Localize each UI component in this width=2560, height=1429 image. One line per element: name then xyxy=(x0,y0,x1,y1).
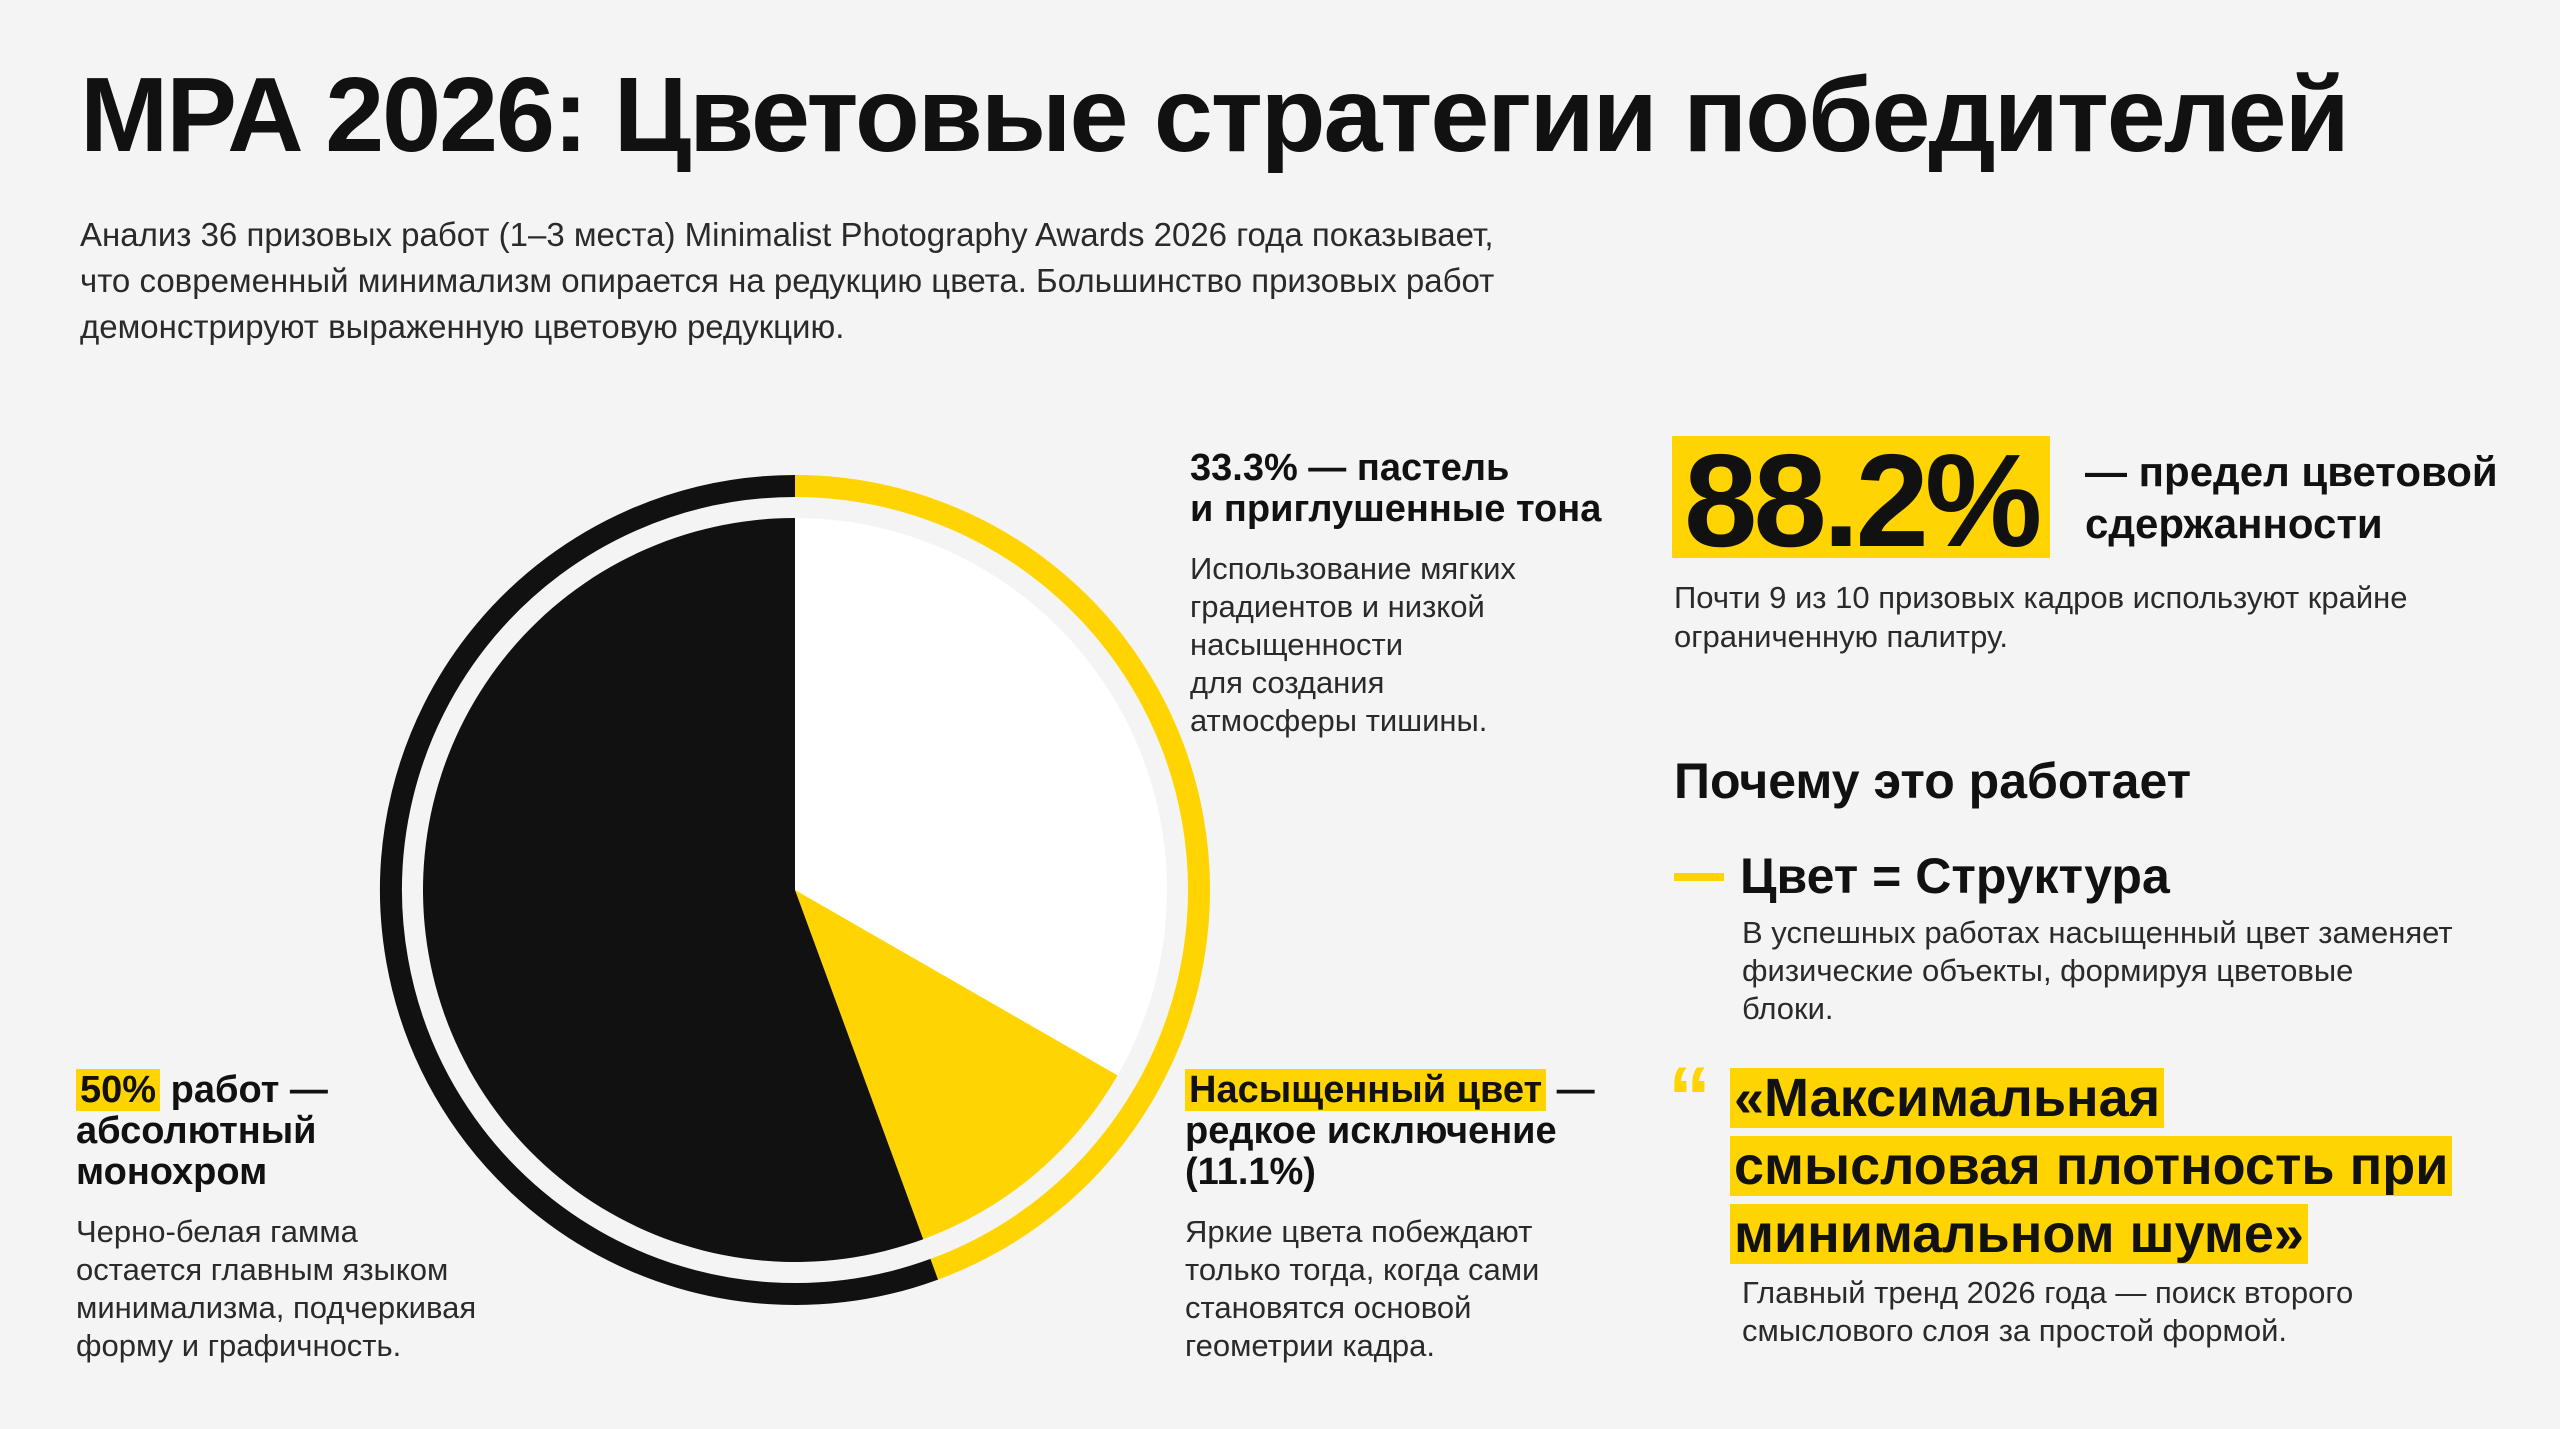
callout-pastel-text: Использование мягких градиентов и низкой… xyxy=(1190,550,1601,740)
callout-pastel: 33.3% — пастель и приглушенные тона Испо… xyxy=(1190,448,1601,740)
stat-caption: — предел цветовой сдержанности xyxy=(2085,446,2498,550)
callout-mono-text-line: форму и графичность. xyxy=(76,1328,402,1363)
pie-chart xyxy=(380,475,1210,1305)
callout-mono-heading-line: абсолютный xyxy=(76,1110,317,1152)
quote-mark-icon: “ xyxy=(1668,1050,1711,1146)
callout-saturated-text: Яркие цвета побеждают только тогда, когд… xyxy=(1185,1213,1595,1365)
callout-saturated-highlight: Насыщенный цвет xyxy=(1185,1069,1547,1111)
callout-saturated-heading-line: редкое исключение xyxy=(1185,1110,1557,1152)
accent-dash xyxy=(1674,873,1724,881)
quote-line: смысловая плотность при xyxy=(1730,1136,2453,1196)
callout-pastel-text-line: градиентов и низкой xyxy=(1190,589,1485,624)
callout-mono-text-line: Черно-белая гамма xyxy=(76,1214,358,1249)
callout-pastel-text-line: насыщенности xyxy=(1190,627,1404,662)
callout-saturated: Насыщенный цвет — редкое исключение (11.… xyxy=(1185,1069,1595,1365)
intro-line: что современный минимализм опирается на … xyxy=(80,262,1495,299)
callout-mono-heading-line: монохром xyxy=(76,1151,268,1193)
quote-line: «Максимальная xyxy=(1730,1068,2165,1128)
quote-text: «Максимальная смысловая плотность при ми… xyxy=(1730,1064,2453,1268)
callout-mono-text-line: минимализма, подчеркивая xyxy=(76,1290,477,1325)
quote-note-line: Главный тренд 2026 года — поиск второго xyxy=(1742,1275,2354,1310)
callout-pastel-text-line: для создания xyxy=(1190,665,1385,700)
why-heading: Почему это работает xyxy=(1674,753,2192,809)
quote-note: Главный тренд 2026 года — поиск второго … xyxy=(1742,1274,2353,1350)
callout-saturated-text-line: Яркие цвета побеждают xyxy=(1185,1214,1533,1249)
callout-mono: 50% работ — абсолютный монохром Черно-бе… xyxy=(76,1069,476,1365)
why-text: В успешных работах насыщенный цвет замен… xyxy=(1742,914,2453,1028)
callout-saturated-text-line: геометрии кадра. xyxy=(1185,1328,1435,1363)
quote-note-line: смыслового слоя за простой формой. xyxy=(1742,1313,2288,1348)
pie-slice-2 xyxy=(423,518,924,1262)
why-text-line: В успешных работах насыщенный цвет замен… xyxy=(1742,915,2453,950)
quote-line: минимальном шуме» xyxy=(1730,1204,2308,1264)
outer-ring-arc-0 xyxy=(794,475,1210,1280)
pie-slice-1 xyxy=(795,890,1118,1240)
page-title: MPA 2026: Цветовые стратегии победителей xyxy=(80,56,2350,174)
callout-mono-suffix: работ — xyxy=(160,1069,328,1111)
callout-pastel-heading-line: и приглушенные тона xyxy=(1190,488,1602,530)
callout-pastel-heading: 33.3% — пастель и приглушенные тона xyxy=(1190,448,1601,530)
callout-saturated-text-line: становятся основой xyxy=(1185,1290,1472,1325)
callout-mono-text-line: остается главным языком xyxy=(76,1252,449,1287)
callout-mono-text: Черно-белая гамма остается главным языко… xyxy=(76,1213,476,1365)
stat-value: 88.2% xyxy=(1672,435,2051,567)
why-text-line: блоки. xyxy=(1742,991,1834,1026)
intro-line: Анализ 36 призовых работ (1–3 места) Min… xyxy=(80,216,1494,253)
callout-pastel-text-line: атмосферы тишины. xyxy=(1190,703,1488,738)
callout-pastel-text-line: Использование мягких xyxy=(1190,551,1516,586)
stat-note: Почти 9 из 10 призовых кадров используют… xyxy=(1674,578,2408,656)
stat-caption-line: — предел цветовой xyxy=(2085,448,2498,495)
callout-mono-highlight: 50% xyxy=(76,1069,161,1111)
outer-ring-arc-1 xyxy=(380,475,939,1305)
callout-saturated-heading-line: (11.1%) xyxy=(1185,1151,1316,1193)
stat-note-line: ограниченную палитру. xyxy=(1674,619,2008,654)
intro-line: демонстрируют выраженную цветовую редукц… xyxy=(80,308,845,345)
callout-pastel-heading-line: 33.3% — пастель xyxy=(1190,447,1510,489)
callout-saturated-heading: Насыщенный цвет — редкое исключение (11.… xyxy=(1185,1069,1595,1193)
callout-saturated-text-line: только тогда, когда сами xyxy=(1185,1252,1540,1287)
stat-note-line: Почти 9 из 10 призовых кадров используют… xyxy=(1674,580,2408,615)
callout-saturated-dash: — xyxy=(1546,1069,1595,1111)
why-subheading: Цвет = Структура xyxy=(1740,848,2170,904)
callout-mono-heading: 50% работ — абсолютный монохром xyxy=(76,1069,476,1193)
pie-slice-0 xyxy=(795,518,1167,1076)
stat-caption-line: сдержанности xyxy=(2085,500,2383,547)
why-text-line: физические объекты, формируя цветовые xyxy=(1742,953,2354,988)
intro-paragraph: Анализ 36 призовых работ (1–3 места) Min… xyxy=(80,212,1640,350)
